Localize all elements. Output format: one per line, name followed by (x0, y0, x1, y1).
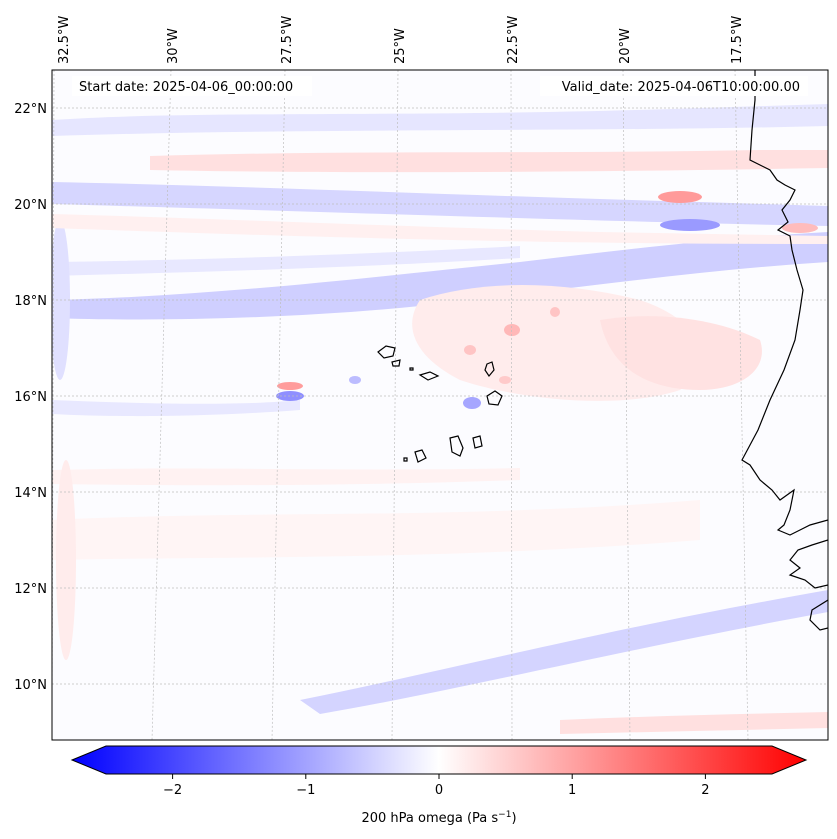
colorbar-ticklabel-1: 1 (568, 783, 576, 798)
island-sal (484, 361, 495, 378)
cape-verde-islands (377, 345, 503, 463)
lat-label-16n: 16°N (14, 390, 47, 405)
colorbar-label: 200 hPa omega (Pa s−1) (361, 810, 516, 826)
island-brava (403, 457, 408, 462)
colorbar-label-main: 200 hPa omega (Pa s (361, 811, 498, 826)
colorbar-ticks (172, 774, 706, 779)
colorbar-tick-labels: −2 −1 0 1 2 (163, 783, 710, 798)
lat-label-20n: 20°N (14, 198, 47, 213)
map-panel (52, 70, 828, 740)
valid-date-label: Valid_date: 2025-04-06T10:00:00.00 (562, 80, 800, 95)
start-date-label: Start date: 2025-04-06_00:00:00 (79, 80, 293, 95)
latitude-labels: 22°N 20°N 18°N 16°N 14°N 12°N 10°N (14, 102, 47, 693)
colorbar-ticklabel-neg1: −1 (296, 783, 315, 798)
colorbar-bar (70, 745, 808, 775)
island-santo-antao (377, 345, 396, 359)
valid-date-box (540, 76, 808, 96)
lon-label-25w: 25°W (393, 28, 408, 64)
map-frame (51, 69, 829, 741)
colorbar-ticklabel-0: 0 (435, 783, 443, 798)
lat-label-10n: 10°N (14, 678, 47, 693)
colorbar-ticklabel-neg2: −2 (163, 783, 182, 798)
lon-label-22-5w: 22.5°W (506, 16, 521, 64)
island-santiago (449, 435, 464, 457)
lon-label-30w: 30°W (166, 28, 181, 64)
colorbar-ticklabel-2: 2 (701, 783, 709, 798)
lat-label-18n: 18°N (14, 294, 47, 309)
lat-label-12n: 12°N (14, 582, 47, 597)
lat-label-14n: 14°N (14, 486, 47, 501)
island-boa-vista (486, 390, 503, 406)
start-date-box (72, 76, 312, 96)
island-maio (472, 435, 483, 449)
colorbar-label-close: ) (511, 811, 516, 826)
gridlines (52, 70, 828, 740)
lon-label-20w: 20°W (618, 28, 633, 64)
colorbar-label-exponent: −1 (498, 810, 511, 820)
island-sao-vicente (391, 359, 401, 367)
lon-label-27-5w: 27.5°W (280, 16, 295, 64)
island-sao-nicolau (418, 371, 440, 381)
positive-omega-bands (52, 150, 828, 734)
lon-label-17-5w: 17.5°W (730, 16, 745, 64)
longitude-labels: 32.5°W 30°W 27.5°W 25°W 22.5°W 20°W 17.5… (57, 16, 745, 64)
lat-label-22n: 22°N (14, 102, 47, 117)
africa-coastline (741, 70, 828, 631)
island-fogo (414, 449, 427, 463)
island-santa-luzia (409, 367, 414, 371)
lon-label-32-5w: 32.5°W (57, 16, 72, 64)
colorbar: −2 −1 0 1 2 200 hPa omega (Pa s−1) (70, 745, 808, 826)
